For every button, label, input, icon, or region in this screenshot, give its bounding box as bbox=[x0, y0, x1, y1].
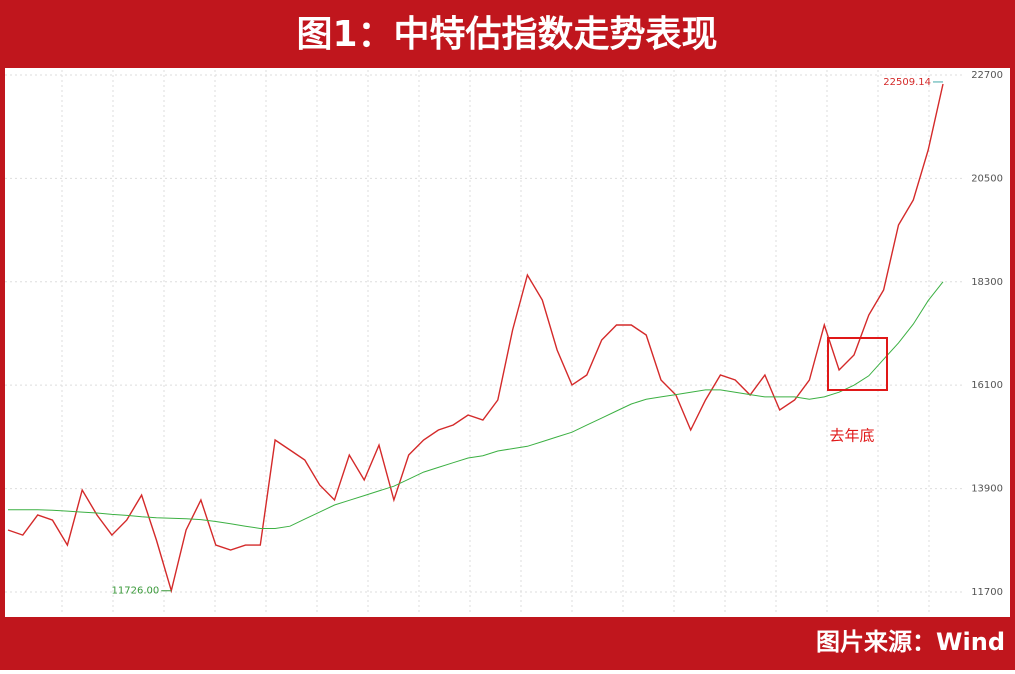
series-line bbox=[7, 83, 944, 594]
min-label: 11726.00 bbox=[112, 586, 160, 597]
y-tick-label: 13900 bbox=[971, 484, 1003, 495]
y-tick-label: 18300 bbox=[971, 277, 1003, 288]
y-tick-label: 22700 bbox=[971, 70, 1003, 81]
vertical-grid bbox=[61, 70, 930, 615]
y-tick-label: 11700 bbox=[971, 587, 1003, 598]
box-label: 去年底 bbox=[829, 427, 874, 445]
highlight-box bbox=[827, 337, 888, 391]
y-tick-label: 16100 bbox=[971, 380, 1003, 391]
series-line bbox=[8, 281, 944, 529]
plot-area bbox=[5, 68, 1010, 617]
title: 图1：中特估指数走势表现 bbox=[296, 14, 717, 55]
source: 图片来源：Wind bbox=[816, 628, 1005, 656]
max-label: 22509.14 bbox=[883, 77, 931, 88]
y-tick-label: 20500 bbox=[971, 173, 1003, 184]
